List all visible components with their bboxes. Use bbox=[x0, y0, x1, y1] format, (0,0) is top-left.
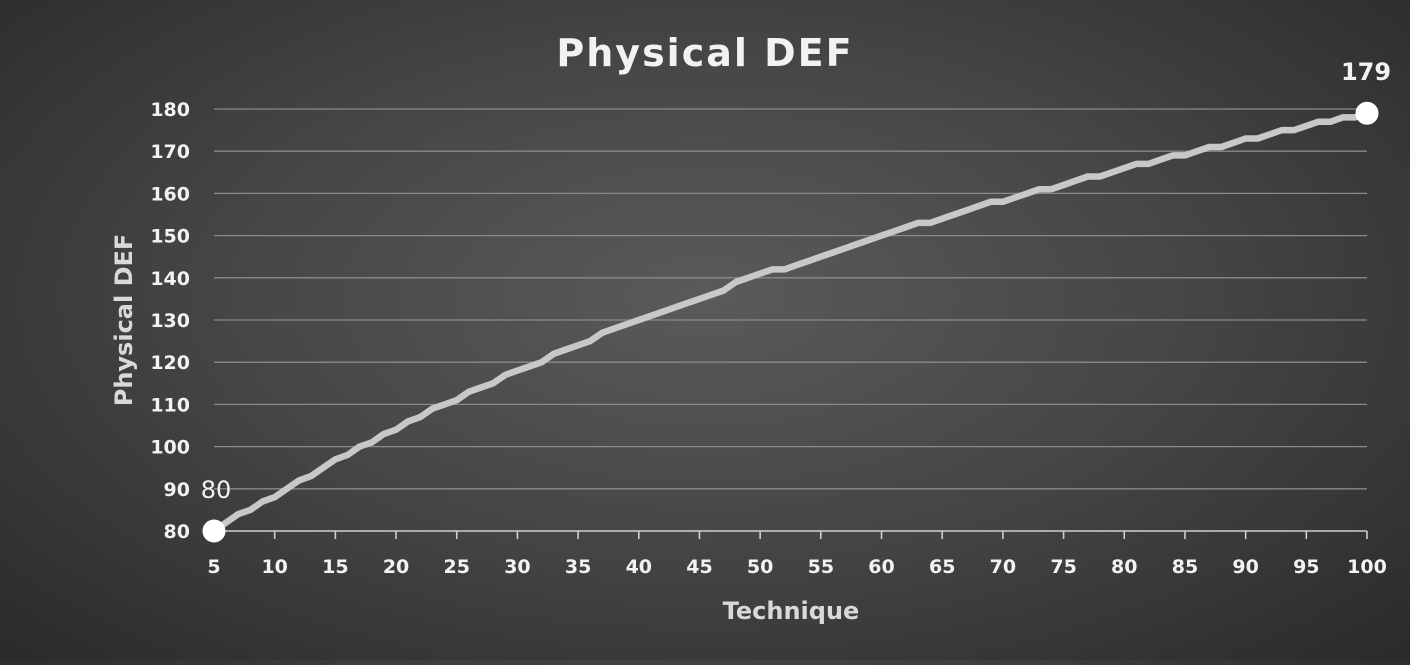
x-tick-label: 15 bbox=[322, 556, 348, 578]
x-tick-label: 60 bbox=[868, 556, 894, 578]
y-tick-label: 110 bbox=[150, 394, 190, 416]
x-tick-label: 90 bbox=[1232, 556, 1258, 578]
axes bbox=[213, 530, 1368, 539]
x-tick-label: 25 bbox=[444, 556, 470, 578]
data-label: 179 bbox=[1341, 58, 1391, 86]
x-tick-label: 20 bbox=[383, 556, 409, 578]
y-axis-title: Physical DEF bbox=[110, 234, 138, 407]
x-axis-tick-labels: 5 10 15 20 25 30 35 40 45 50 55 60 65 70 75 80 85 90 95 100 bbox=[207, 556, 1386, 578]
x-tick-label: 45 bbox=[686, 556, 712, 578]
x-tick-label: 65 bbox=[929, 556, 955, 578]
x-tick-label: 55 bbox=[808, 556, 834, 578]
x-tick-label: 70 bbox=[990, 556, 1016, 578]
x-tick-label: 75 bbox=[1050, 556, 1076, 578]
x-tick-label: 10 bbox=[261, 556, 287, 578]
y-tick-label: 100 bbox=[150, 437, 190, 459]
series-line bbox=[210, 109, 1371, 535]
data-labels: 80 179 bbox=[201, 58, 1391, 504]
y-tick-label: 140 bbox=[150, 268, 190, 290]
x-tick-label: 35 bbox=[565, 556, 591, 578]
x-axis-title: Technique bbox=[723, 597, 860, 625]
x-tick-label: 5 bbox=[207, 556, 220, 578]
y-tick-label: 160 bbox=[150, 183, 190, 205]
y-tick-label: 120 bbox=[150, 352, 190, 374]
y-axis-tick-labels: 80 90 100 110 120 130 140 150 160 170 180 bbox=[150, 99, 190, 543]
x-tick-label: 80 bbox=[1111, 556, 1137, 578]
y-tick-label: 180 bbox=[150, 99, 190, 121]
y-tick-label: 90 bbox=[164, 479, 190, 501]
x-tick-label: 85 bbox=[1172, 556, 1198, 578]
x-tick-label: 40 bbox=[626, 556, 652, 578]
series-group bbox=[210, 109, 1371, 535]
y-tick-label: 150 bbox=[150, 226, 190, 248]
data-point-marker bbox=[1355, 101, 1379, 125]
x-tick-label: 95 bbox=[1293, 556, 1319, 578]
gridlines bbox=[214, 108, 1367, 490]
x-tick-label: 100 bbox=[1347, 556, 1387, 578]
x-tick-label: 30 bbox=[504, 556, 530, 578]
markers bbox=[202, 101, 1379, 543]
data-point-marker bbox=[202, 519, 226, 543]
y-tick-label: 130 bbox=[150, 310, 190, 332]
data-label: 80 bbox=[201, 476, 232, 504]
x-tick-label: 50 bbox=[747, 556, 773, 578]
chart-title: Physical DEF bbox=[556, 31, 853, 75]
y-tick-label: 170 bbox=[150, 141, 190, 163]
y-tick-label: 80 bbox=[164, 521, 190, 543]
